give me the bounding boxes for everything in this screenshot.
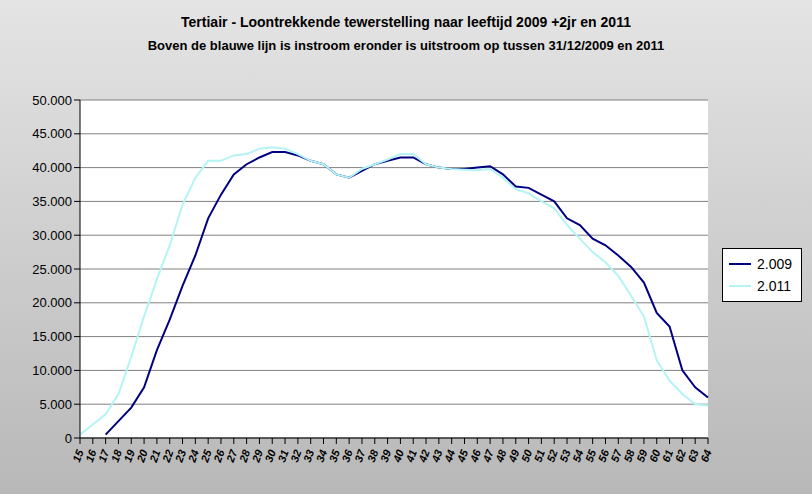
svg-text:48: 48: [493, 447, 509, 464]
svg-text:45: 45: [454, 447, 471, 464]
svg-text:64: 64: [698, 448, 713, 464]
svg-text:49: 49: [505, 447, 522, 464]
svg-text:15: 15: [70, 447, 86, 464]
html-text:2.009: 2.009: [757, 256, 792, 272]
svg-text:33: 33: [300, 447, 317, 464]
svg-text:28: 28: [236, 447, 253, 464]
svg-text:17: 17: [95, 447, 112, 464]
svg-text:44: 44: [441, 447, 458, 464]
svg-text:55: 55: [582, 447, 599, 464]
svg-text:29: 29: [249, 447, 266, 464]
svg-text:47: 47: [480, 447, 496, 464]
svg-text:25: 25: [198, 447, 214, 464]
svg-text:54: 54: [570, 447, 586, 464]
svg-text:45.000: 45.000: [32, 126, 72, 141]
svg-text:23: 23: [172, 447, 189, 464]
svg-text:20: 20: [134, 447, 150, 464]
html-text:Tertiair - Loontrekkende tewer: Tertiair - Loontrekkende tewerstelling n…: [181, 14, 631, 30]
svg-text:40.000: 40.000: [32, 160, 72, 175]
svg-text:35: 35: [326, 447, 342, 464]
svg-text:5.000: 5.000: [39, 397, 72, 412]
svg-text:51: 51: [531, 447, 547, 464]
svg-text:15.000: 15.000: [32, 329, 72, 344]
svg-text:60: 60: [646, 447, 663, 464]
svg-text:38: 38: [364, 447, 381, 464]
svg-text:61: 61: [659, 447, 676, 464]
svg-text:19: 19: [121, 447, 137, 464]
svg-text:22: 22: [159, 447, 176, 464]
svg-text:56: 56: [595, 447, 612, 464]
svg-text:32: 32: [288, 447, 304, 464]
svg-text:21: 21: [147, 447, 163, 464]
svg-text:39: 39: [377, 447, 394, 464]
svg-text:43: 43: [429, 447, 445, 464]
svg-text:52: 52: [544, 447, 560, 464]
svg-text:25.000: 25.000: [32, 262, 72, 277]
svg-text:26: 26: [211, 447, 227, 464]
svg-text:40: 40: [390, 447, 406, 464]
svg-text:10.000: 10.000: [32, 363, 72, 378]
svg-text:57: 57: [608, 447, 624, 464]
svg-text:50: 50: [518, 447, 535, 464]
svg-text:53: 53: [557, 447, 573, 464]
svg-text:59: 59: [634, 447, 650, 464]
svg-text:37: 37: [352, 447, 368, 464]
svg-text:27: 27: [224, 447, 240, 464]
svg-text:35.000: 35.000: [32, 194, 72, 209]
svg-text:58: 58: [621, 447, 637, 464]
svg-text:62: 62: [672, 447, 688, 464]
svg-text:31: 31: [275, 447, 291, 464]
svg-text:36: 36: [339, 447, 355, 464]
svg-text:42: 42: [416, 447, 432, 464]
html-text:2.011: 2.011: [757, 278, 791, 294]
svg-text:30: 30: [262, 447, 278, 464]
svg-text:18: 18: [108, 447, 125, 464]
svg-text:20.000: 20.000: [32, 295, 72, 310]
svg-text:63: 63: [685, 447, 701, 464]
svg-text:34: 34: [313, 447, 330, 464]
svg-text:41: 41: [403, 447, 419, 464]
svg-text:50.000: 50.000: [32, 93, 72, 108]
svg-text:0: 0: [65, 431, 72, 446]
svg-text:46: 46: [467, 447, 483, 464]
svg-text:24: 24: [185, 447, 201, 464]
html-text:Boven de blauwe lijn is instro: Boven de blauwe lijn is instroom eronder…: [147, 38, 665, 53]
svg-text:16: 16: [83, 447, 99, 464]
svg-text:30.000: 30.000: [32, 228, 72, 243]
